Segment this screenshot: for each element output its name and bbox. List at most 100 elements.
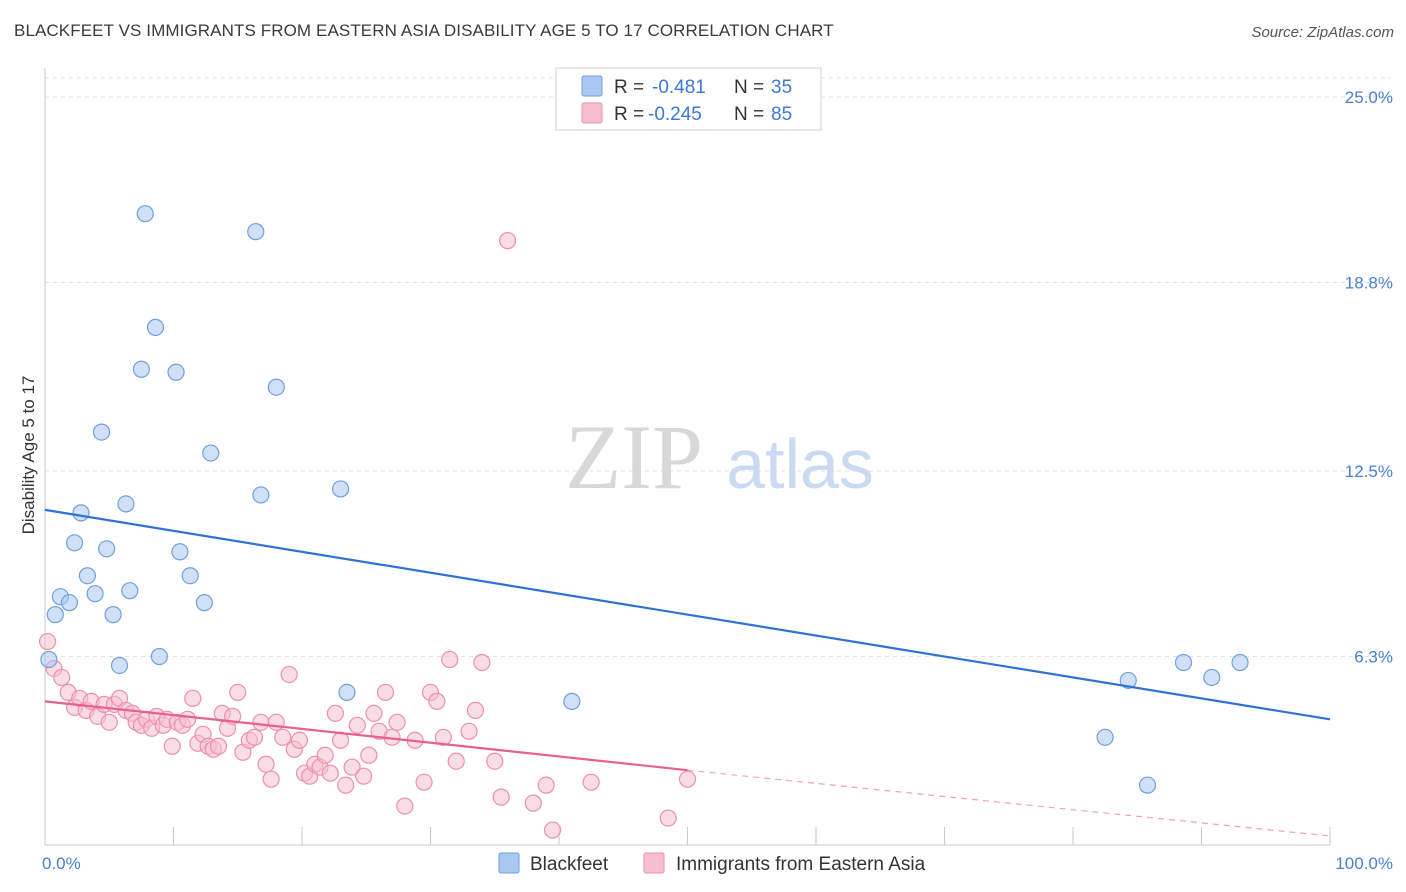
point-blackfeet-17 (150, 647, 168, 666)
y-axis-label: Disability Age 5 to 17 (19, 376, 38, 535)
point-blackfeet-27 (338, 683, 356, 702)
y-tick-labels: 6.3% 12.5% 18.8% 25.0% (1345, 88, 1393, 667)
point-eastern-asia-26 (184, 689, 202, 707)
y-tick-label-0: 6.3% (1354, 648, 1393, 667)
point-blackfeet-13 (121, 582, 139, 600)
trend-line-blackfeet (44, 508, 1331, 721)
point-eastern-asia-52 (321, 764, 339, 782)
trend-lines (44, 508, 1331, 837)
x-tick-label-0: 0.0% (42, 854, 81, 873)
stats-legend: R = -0.481 N = 35 R = -0.245 N = 85 (555, 67, 822, 131)
watermark-zip: ZIP (565, 406, 703, 508)
point-eastern-asia-82 (582, 773, 600, 791)
point-eastern-asia-44 (280, 665, 298, 684)
point-blackfeet-8 (92, 423, 111, 441)
point-blackfeet-15 (136, 205, 154, 223)
point-blackfeet-3 (60, 594, 79, 612)
legend-n-value-2: 85 (771, 104, 792, 125)
trend-line-eastern-asia (44, 700, 688, 772)
point-eastern-asia-2 (53, 668, 71, 687)
point-blackfeet-25 (267, 378, 285, 396)
legend-r-label-1: R = (614, 77, 644, 98)
point-eastern-asia-81 (543, 821, 562, 839)
point-eastern-asia-79 (524, 794, 542, 812)
source-label: Source: ZipAtlas.com (1251, 24, 1394, 41)
point-eastern-asia-70 (434, 728, 452, 746)
bottom-legend-swatch-eastern-asia (643, 852, 665, 874)
point-eastern-asia-10 (100, 713, 118, 731)
legend-r-value-2: -0.245 (648, 104, 702, 125)
legend-n-label-1: N = (734, 77, 764, 98)
point-eastern-asia-22 (163, 737, 181, 755)
legend-n-label-2: N = (734, 104, 764, 125)
axes (44, 68, 1331, 846)
legend-swatch-eastern-asia (581, 102, 603, 124)
point-eastern-asia-74 (466, 701, 485, 719)
point-eastern-asia-77 (492, 788, 510, 806)
point-eastern-asia-60 (365, 704, 383, 722)
y-tick-label-3: 25.0% (1345, 88, 1393, 107)
point-eastern-asia-71 (441, 650, 459, 669)
point-eastern-asia-57 (348, 716, 366, 734)
point-eastern-asia-72 (447, 752, 465, 770)
bottom-legend-eastern-asia: Immigrants from Eastern Asia (676, 854, 926, 875)
x-tick-labels: 0.0% 100.0% (42, 854, 1393, 873)
point-blackfeet-18 (167, 363, 185, 381)
point-eastern-asia-65 (396, 797, 414, 815)
point-eastern-asia-43 (274, 728, 292, 746)
point-eastern-asia-25 (179, 710, 197, 728)
point-blackfeet-10 (104, 606, 122, 624)
point-blackfeet-19 (171, 543, 189, 561)
point-eastern-asia-42 (267, 713, 285, 731)
point-eastern-asia-59 (360, 746, 378, 764)
point-eastern-asia-58 (355, 767, 373, 785)
point-eastern-asia-75 (473, 653, 491, 672)
watermark: ZIP atlas (565, 406, 874, 508)
point-eastern-asia-56 (343, 758, 361, 776)
point-blackfeet-7 (86, 585, 104, 603)
x-tick-label-1: 100.0% (1335, 854, 1393, 873)
point-blackfeet-34 (1231, 653, 1249, 672)
point-blackfeet-1 (46, 606, 64, 624)
point-blackfeet-26 (331, 480, 350, 498)
point-blackfeet-33 (1203, 668, 1221, 687)
point-blackfeet-24 (252, 486, 270, 504)
point-eastern-asia-40 (257, 755, 275, 773)
chart-title: BLACKFEET VS IMMIGRANTS FROM EASTERN ASI… (14, 21, 834, 40)
point-eastern-asia-55 (337, 776, 355, 794)
point-blackfeet-29 (1096, 728, 1114, 746)
point-eastern-asia-84 (678, 770, 697, 788)
point-eastern-asia-41 (262, 770, 280, 788)
point-blackfeet-28 (563, 692, 581, 710)
y-tick-label-2: 18.8% (1345, 274, 1393, 293)
point-eastern-asia-78 (499, 232, 517, 250)
point-blackfeet-20 (181, 567, 199, 585)
point-eastern-asia-67 (415, 773, 433, 791)
point-eastern-asia-73 (460, 722, 478, 740)
point-eastern-asia-76 (486, 752, 504, 770)
point-blackfeet-23 (247, 223, 265, 241)
point-blackfeet-31 (1138, 776, 1157, 794)
point-blackfeet-12 (117, 495, 135, 513)
point-eastern-asia-62 (376, 683, 395, 702)
point-eastern-asia-46 (290, 731, 309, 749)
watermark-atlas: atlas (726, 425, 874, 503)
legend-swatch-blackfeet (581, 75, 603, 97)
legend-r-label-2: R = (614, 104, 644, 125)
point-eastern-asia-80 (537, 776, 555, 794)
y-tick-label-1: 12.5% (1345, 462, 1393, 481)
point-eastern-asia-39 (252, 713, 270, 731)
point-eastern-asia-38 (245, 728, 264, 746)
point-blackfeet-32 (1174, 653, 1193, 672)
bottom-legend-blackfeet: Blackfeet (530, 854, 609, 875)
point-blackfeet-30 (1119, 671, 1137, 690)
series-legend: Blackfeet Immigrants from Eastern Asia (498, 852, 926, 875)
point-blackfeet-16 (146, 318, 165, 336)
data-points (38, 205, 1249, 839)
point-eastern-asia-51 (316, 746, 334, 764)
point-blackfeet-14 (132, 360, 150, 378)
legend-n-value-1: 35 (771, 77, 792, 98)
point-blackfeet-22 (202, 444, 220, 462)
point-blackfeet-0 (40, 650, 58, 669)
